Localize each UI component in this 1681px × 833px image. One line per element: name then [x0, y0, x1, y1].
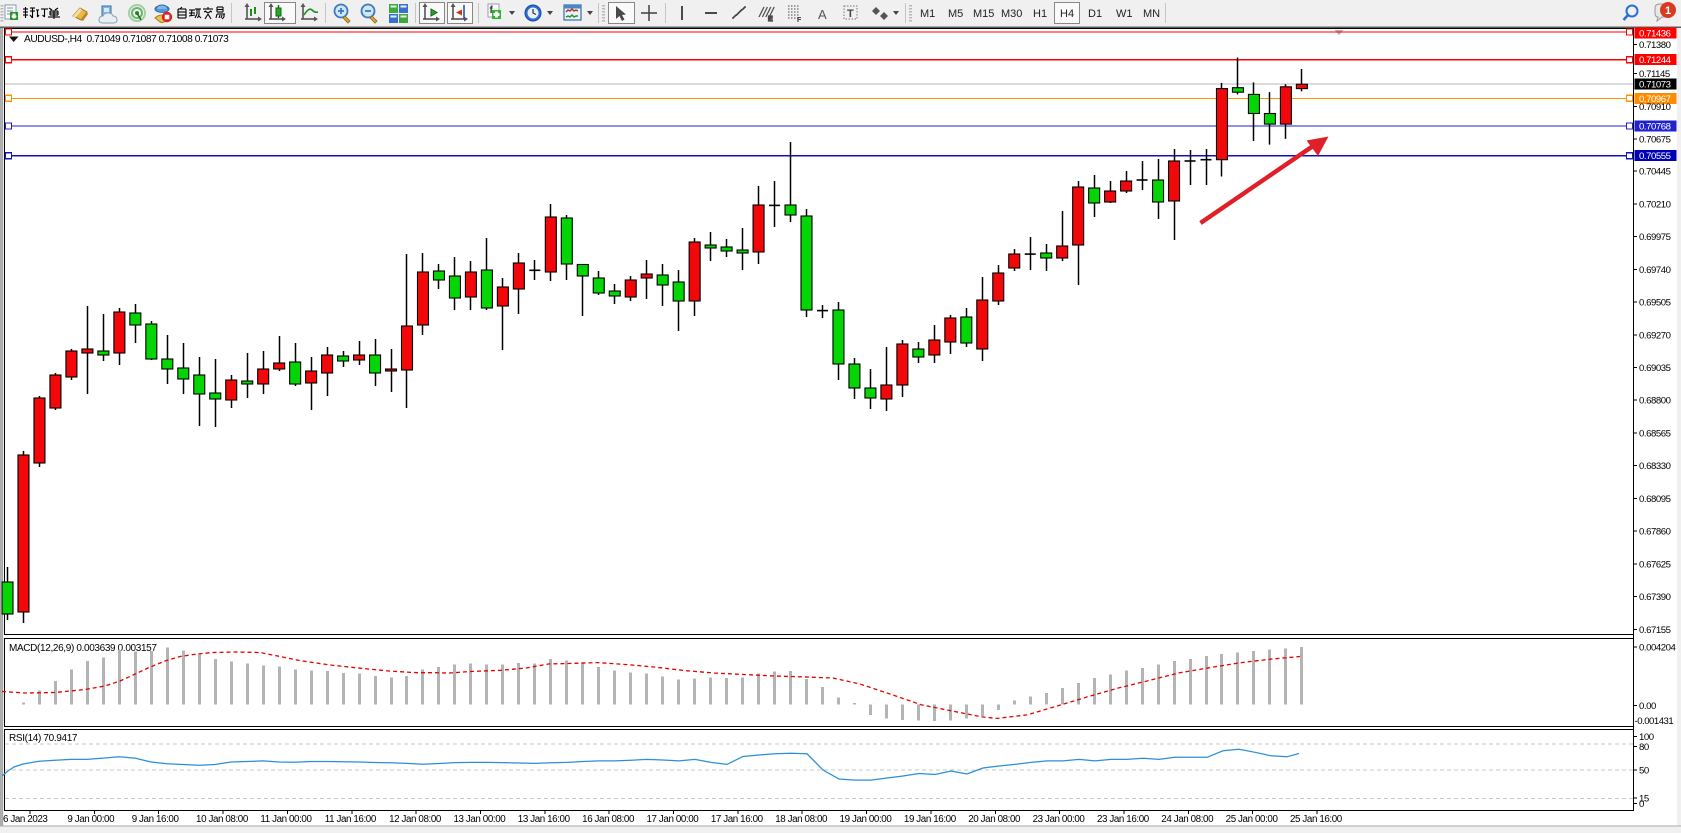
svg-text:0.71145: 0.71145 — [1639, 69, 1670, 80]
svg-text:20 Jan 08:00: 20 Jan 08:00 — [968, 814, 1021, 825]
svg-text:0.70445: 0.70445 — [1639, 167, 1671, 178]
svg-text:0.68800: 0.68800 — [1639, 396, 1671, 407]
svg-text:15: 15 — [1639, 793, 1649, 804]
svg-text:D1: D1 — [1088, 8, 1102, 20]
svg-text:0.71244: 0.71244 — [1639, 55, 1672, 66]
svg-text:9 Jan 00:00: 9 Jan 00:00 — [67, 814, 115, 825]
svg-text:0.00: 0.00 — [1639, 701, 1656, 712]
svg-text:23 Jan 00:00: 23 Jan 00:00 — [1033, 814, 1086, 825]
svg-text:11 Jan 00:00: 11 Jan 00:00 — [260, 814, 312, 825]
svg-text:0.70967: 0.70967 — [1639, 94, 1671, 105]
svg-text:f: f — [490, 5, 494, 16]
svg-text:13 Jan 00:00: 13 Jan 00:00 — [453, 814, 506, 825]
svg-text:17 Jan 16:00: 17 Jan 16:00 — [711, 814, 764, 825]
svg-text:24 Jan 08:00: 24 Jan 08:00 — [1161, 814, 1214, 825]
svg-text:MN: MN — [1143, 8, 1160, 20]
svg-text:0.68565: 0.68565 — [1639, 428, 1671, 439]
svg-text:T: T — [847, 8, 854, 20]
svg-text:AUDUSD-,H4 0.71049 0.71087 0.: AUDUSD-,H4 0.71049 0.71087 0.71008 0.710… — [24, 34, 229, 45]
svg-text:17 Jan 00:00: 17 Jan 00:00 — [647, 814, 700, 825]
svg-text:0.69975: 0.69975 — [1639, 232, 1671, 243]
svg-text:0.69035: 0.69035 — [1639, 363, 1671, 374]
svg-text:-0.001431: -0.001431 — [1635, 716, 1674, 727]
svg-text:H4: H4 — [1060, 8, 1074, 20]
svg-text:0.70210: 0.70210 — [1639, 199, 1671, 210]
svg-text:0.69505: 0.69505 — [1639, 298, 1671, 309]
svg-text:16 Jan 08:00: 16 Jan 08:00 — [582, 814, 635, 825]
svg-text:0.69270: 0.69270 — [1639, 330, 1671, 341]
svg-text:0.67860: 0.67860 — [1639, 527, 1671, 538]
svg-text:25 Jan 00:00: 25 Jan 00:00 — [1226, 814, 1279, 825]
svg-text:1: 1 — [1665, 5, 1671, 17]
svg-text:H1: H1 — [1033, 8, 1047, 20]
svg-text:6 Jan 2023: 6 Jan 2023 — [3, 814, 48, 825]
svg-text:80: 80 — [1639, 742, 1649, 753]
svg-text:F: F — [797, 17, 802, 24]
svg-text:E: E — [768, 16, 773, 23]
svg-text:0.004204: 0.004204 — [1639, 643, 1677, 654]
svg-text:11 Jan 16:00: 11 Jan 16:00 — [325, 814, 377, 825]
svg-text:0.68095: 0.68095 — [1639, 494, 1671, 505]
svg-text:23 Jan 16:00: 23 Jan 16:00 — [1097, 814, 1150, 825]
svg-text:0.71380: 0.71380 — [1639, 40, 1671, 51]
svg-text:0.67155: 0.67155 — [1639, 625, 1671, 636]
svg-text:0.71073: 0.71073 — [1639, 80, 1671, 91]
svg-text:100: 100 — [1639, 732, 1654, 743]
svg-text:0.69740: 0.69740 — [1639, 265, 1671, 276]
svg-text:9 Jan 16:00: 9 Jan 16:00 — [132, 814, 180, 825]
svg-text:18 Jan 08:00: 18 Jan 08:00 — [775, 814, 828, 825]
svg-text:A: A — [818, 7, 827, 22]
svg-text:W1: W1 — [1116, 8, 1133, 20]
svg-text:19 Jan 16:00: 19 Jan 16:00 — [904, 814, 957, 825]
svg-text:13 Jan 16:00: 13 Jan 16:00 — [518, 814, 571, 825]
svg-text:M15: M15 — [973, 8, 994, 20]
svg-text:0.70768: 0.70768 — [1639, 122, 1671, 133]
svg-text:0.70675: 0.70675 — [1639, 135, 1671, 146]
svg-text:50: 50 — [1639, 766, 1649, 777]
svg-text:M5: M5 — [948, 8, 963, 20]
svg-text:M30: M30 — [1001, 8, 1022, 20]
svg-text:RSI(14) 70.9417: RSI(14) 70.9417 — [9, 733, 78, 744]
svg-text:MACD(12,26,9) 0.003639 0.00315: MACD(12,26,9) 0.003639 0.003157 — [9, 643, 157, 654]
svg-text:0.70555: 0.70555 — [1639, 151, 1671, 162]
svg-text:0.67625: 0.67625 — [1639, 559, 1671, 570]
svg-text:0.70910: 0.70910 — [1639, 102, 1671, 113]
svg-text:0.68330: 0.68330 — [1639, 461, 1671, 472]
svg-text:25 Jan 16:00: 25 Jan 16:00 — [1290, 814, 1343, 825]
svg-text:M1: M1 — [920, 8, 935, 20]
svg-text:0.67390: 0.67390 — [1639, 592, 1671, 603]
svg-text:0: 0 — [1639, 799, 1644, 810]
svg-text:10 Jan 08:00: 10 Jan 08:00 — [196, 814, 249, 825]
svg-text:19 Jan 00:00: 19 Jan 00:00 — [840, 814, 893, 825]
svg-text:12 Jan 08:00: 12 Jan 08:00 — [389, 814, 442, 825]
svg-text:0.71436: 0.71436 — [1639, 29, 1671, 40]
